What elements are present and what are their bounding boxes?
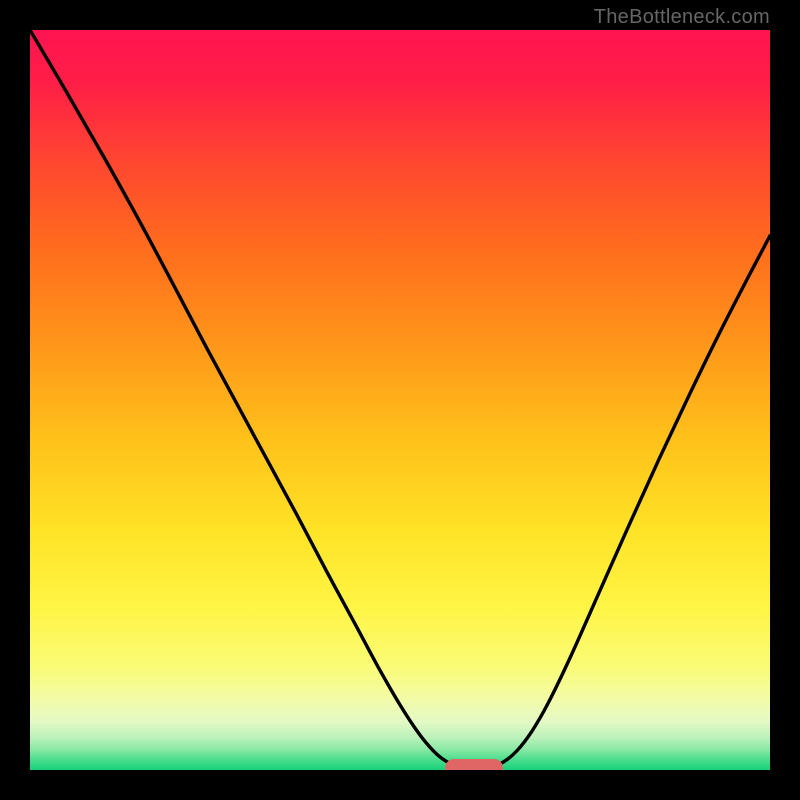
bottleneck-curve [30, 30, 770, 770]
optimal-point-marker [445, 759, 503, 770]
plot-area [30, 30, 770, 770]
attribution-text: TheBottleneck.com [594, 6, 770, 29]
chart-root: { "attribution": "TheBottleneck.com", "c… [0, 0, 800, 800]
curve-path [30, 30, 770, 769]
